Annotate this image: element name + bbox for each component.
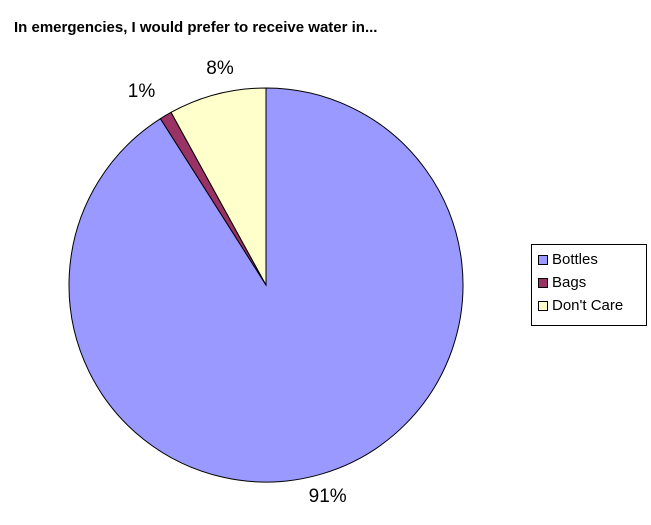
data-label-bottles: 91% [309,486,347,507]
pie-slice-dont-care [170,87,267,286]
legend-swatch-bags [538,277,548,288]
legend: Bottles Bags Don't Care [531,244,647,326]
pie-slices [68,87,464,483]
legend-item-bags: Bags [532,271,646,294]
legend-swatch-bottles [538,254,548,265]
legend-label: Don't Care [552,297,624,314]
pie-data-labels: 91% 1% 8% [128,58,347,507]
data-label-bags: 1% [128,81,156,102]
chart-title: In emergencies, I would prefer to receiv… [14,19,378,36]
legend-item-bottles: Bottles [532,248,646,271]
legend-item-dont-care: Don't Care [532,294,646,317]
legend-label: Bags [552,274,587,291]
legend-label: Bottles [552,251,598,268]
legend-swatch-dont-care [538,300,548,311]
data-label-dont-care: 8% [206,58,234,79]
